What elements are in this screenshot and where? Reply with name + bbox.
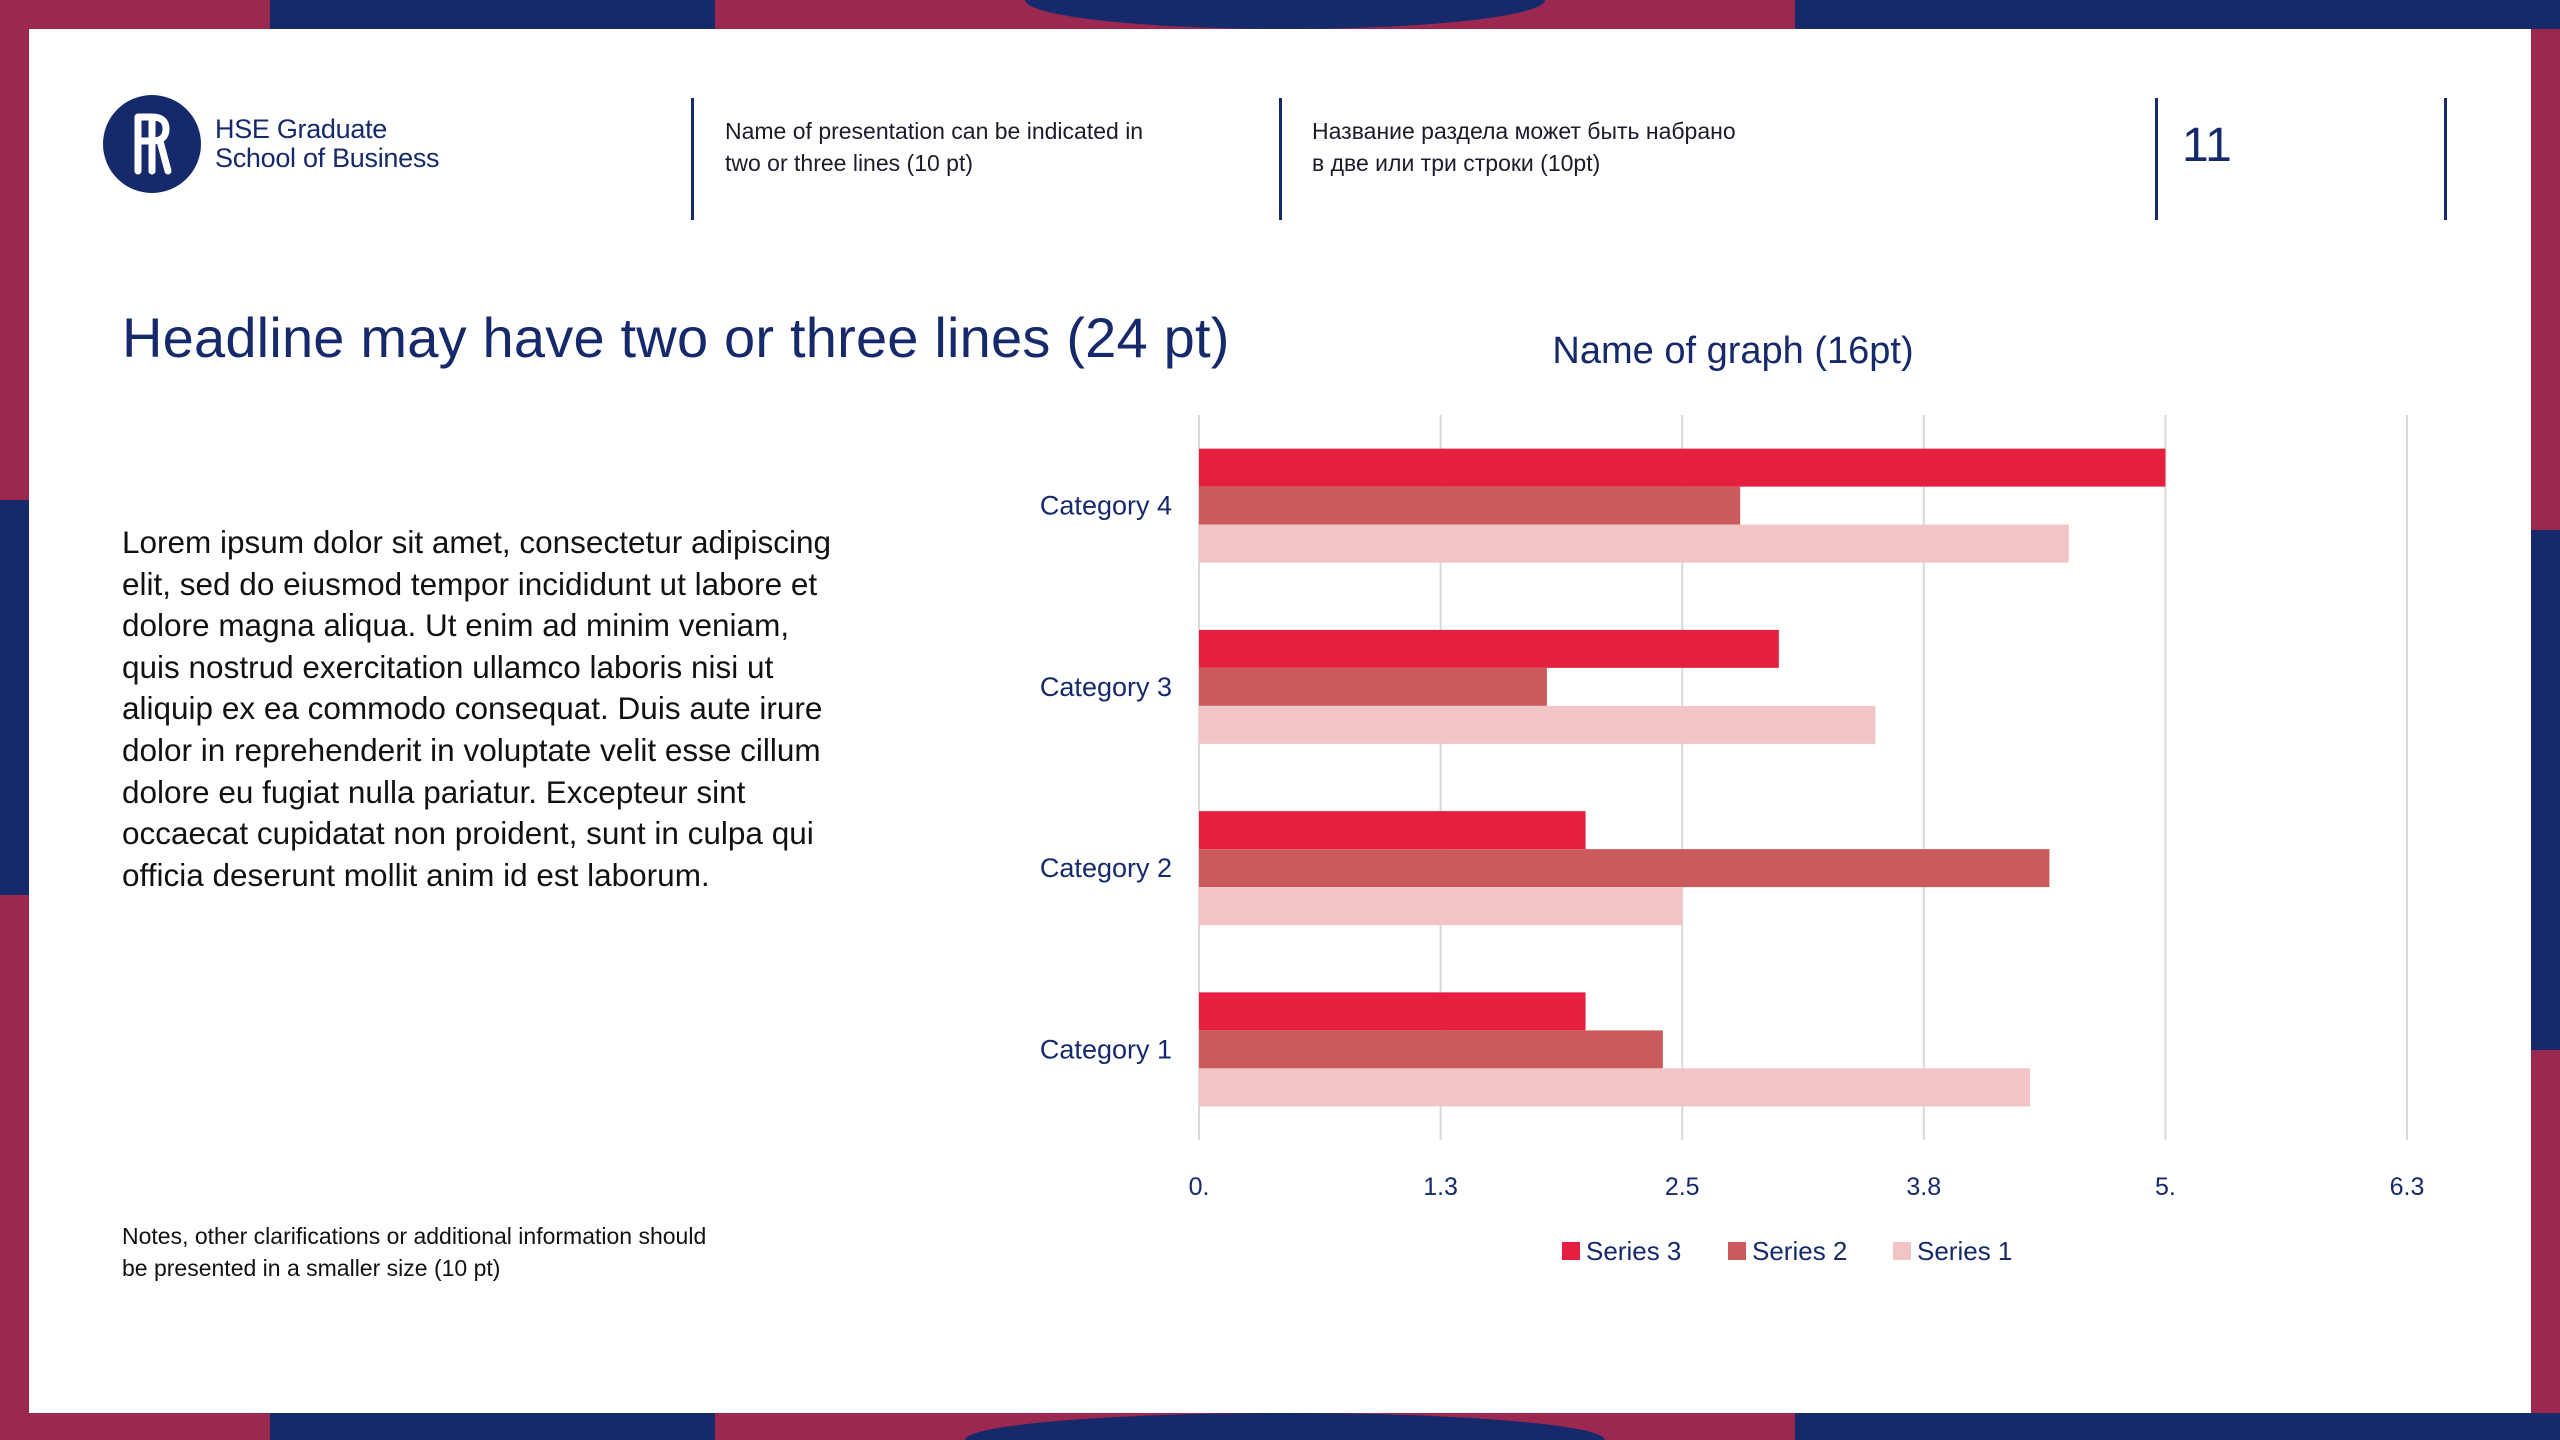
bar — [1199, 1068, 2031, 1107]
notes: Notes, other clarifications or additiona… — [122, 1220, 822, 1284]
bar — [1199, 887, 1683, 926]
presentation-name-line-1: Name of presentation can be indicated in — [725, 118, 1144, 144]
bar — [1199, 524, 2069, 563]
body-text: Lorem ipsum dolor sit amet, consectetur … — [122, 524, 832, 893]
frame-block-navy — [270, 1413, 715, 1440]
x-tick-label: 5. — [2155, 1173, 2176, 1201]
bar — [1199, 448, 2166, 487]
legend-swatch — [1728, 1242, 1746, 1260]
presentation-name: Name of presentation can be indicated in… — [725, 115, 1143, 179]
header-divider — [1279, 98, 1282, 220]
hse-logo: HSE Graduate School of Business — [103, 95, 440, 193]
category-label: Category 4 — [1040, 491, 1172, 521]
category-label: Category 1 — [1040, 1034, 1172, 1064]
chart-title: Name of graph (16pt) — [1552, 330, 1913, 372]
x-tick-label: 0. — [1189, 1173, 1210, 1201]
legend-label: Series 3 — [1586, 1236, 1681, 1266]
bar — [1199, 667, 1547, 706]
category-label: Category 2 — [1040, 853, 1172, 883]
bar — [1199, 1030, 1663, 1069]
bar — [1199, 992, 1586, 1031]
category-label: Category 3 — [1040, 672, 1172, 702]
notes-line-1: Notes, other clarifications or additiona… — [122, 1223, 707, 1249]
header-divider — [691, 98, 694, 220]
frame-block-navy — [1795, 1413, 2560, 1440]
bar — [1199, 705, 1876, 744]
presentation-name-line-2: two or three lines (10 pt) — [725, 150, 974, 176]
x-tick-label: 3.8 — [1906, 1173, 1941, 1201]
x-tick-label: 1.3 — [1423, 1173, 1458, 1201]
x-tick-label: 2.5 — [1665, 1173, 1700, 1201]
hse-logo-text: HSE Graduate School of Business — [215, 114, 440, 173]
legend-label: Series 2 — [1752, 1236, 1847, 1266]
logo-line-1: HSE Graduate — [215, 114, 387, 144]
header-divider — [2155, 98, 2158, 220]
bar — [1199, 629, 1779, 668]
header-divider — [2444, 98, 2447, 220]
hse-logo-glyph — [134, 113, 172, 175]
bar — [1199, 486, 1741, 525]
hse-logo-mark — [103, 95, 201, 193]
logo-line-2: School of Business — [215, 143, 440, 173]
legend-swatch — [1893, 1242, 1911, 1260]
section-name-line-2: в две или три строки (10pt) — [1312, 150, 1601, 176]
frame-block-navy — [270, 0, 715, 29]
legend-swatch — [1562, 1242, 1580, 1260]
notes-line-2: be presented in a smaller size (10 pt) — [122, 1255, 501, 1281]
frame-block-navy — [1795, 0, 2560, 29]
headline: Headline may have two or three lines (24… — [122, 306, 1230, 369]
section-name-line-1: Название раздела может быть набрано — [1312, 118, 1736, 144]
bar — [1199, 811, 1586, 850]
bar — [1199, 849, 2050, 888]
frame-block-navy — [2531, 530, 2560, 1050]
frame-block-navy — [0, 500, 29, 895]
legend-label: Series 1 — [1917, 1236, 2012, 1266]
section-name: Название раздела может быть набрано в дв… — [1312, 115, 1736, 179]
x-tick-label: 6.3 — [2390, 1173, 2425, 1201]
page-number: 11 — [2182, 119, 2232, 172]
